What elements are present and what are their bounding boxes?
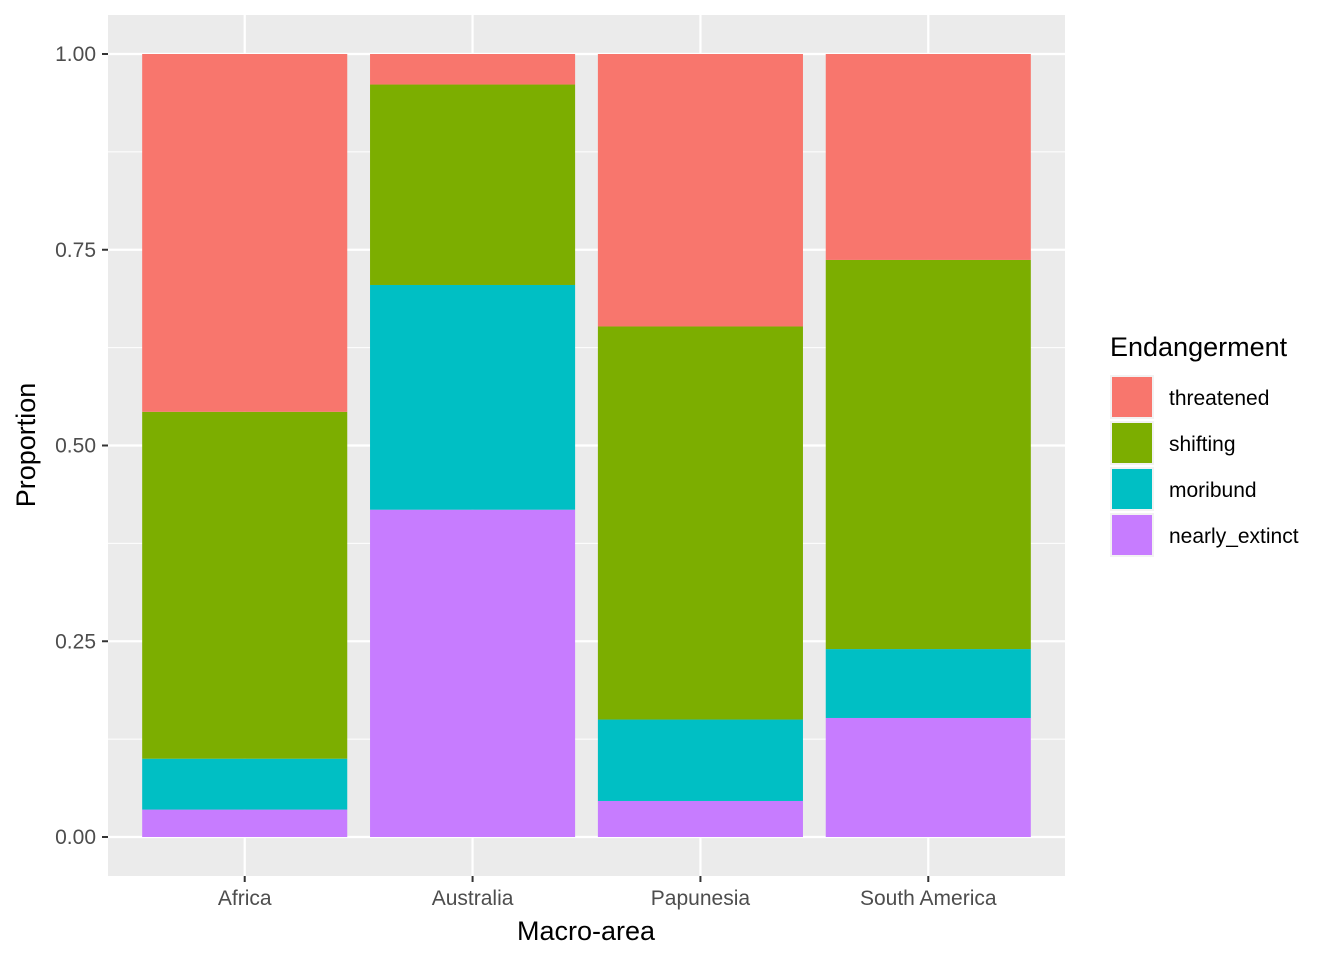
bar-segment-nearly-extinct [825, 717, 1031, 837]
x-tick-label: Australia [432, 887, 514, 910]
bar-segment-nearly-extinct [597, 800, 803, 837]
bar-segment-shifting [825, 259, 1031, 650]
bar-segment-threatened [597, 54, 803, 327]
legend: Endangerment threatened shifting moribund n… [1110, 332, 1299, 557]
legend-key-nearly-extinct [1112, 515, 1152, 555]
legend-key-shifting [1112, 423, 1152, 463]
y-tick-label: 0.25 [55, 630, 96, 653]
y-tick-label: 0.75 [55, 239, 96, 262]
bar-segment-nearly-extinct [370, 509, 576, 837]
legend-label: moribund [1169, 479, 1257, 502]
legend-label: threatened [1169, 387, 1269, 410]
bar-segment-shifting [142, 411, 348, 759]
legend-key-threatened [1112, 377, 1152, 417]
bar-segment-moribund [142, 758, 348, 810]
x-axis: Africa Australia Papunesia South America [218, 876, 997, 910]
bar-segment-threatened [370, 54, 576, 85]
y-axis-title: Proportion [11, 383, 41, 508]
bar-segment-shifting [597, 326, 803, 720]
bar-segment-moribund [825, 649, 1031, 718]
y-tick-label: 1.00 [55, 43, 96, 66]
bar-segment-shifting [370, 84, 576, 285]
legend-label: shifting [1169, 433, 1236, 456]
bar-segment-threatened [142, 54, 348, 412]
bar-segment-threatened [825, 54, 1031, 260]
x-tick-label: Africa [218, 887, 272, 910]
bars [142, 54, 1031, 837]
bar-segment-moribund [370, 284, 576, 510]
bar-segment-moribund [597, 719, 803, 801]
legend-key-moribund [1112, 469, 1152, 509]
y-tick-label: 0.00 [55, 826, 96, 849]
x-tick-label: South America [860, 887, 997, 910]
y-axis: 0.00 0.25 0.50 0.75 1.00 [55, 43, 108, 849]
legend-title: Endangerment [1110, 332, 1288, 362]
x-axis-title: Macro-area [517, 916, 656, 946]
bar-segment-nearly-extinct [142, 809, 348, 837]
legend-label: nearly_extinct [1169, 525, 1299, 548]
y-tick-label: 0.50 [55, 435, 96, 458]
x-tick-label: Papunesia [651, 887, 751, 910]
